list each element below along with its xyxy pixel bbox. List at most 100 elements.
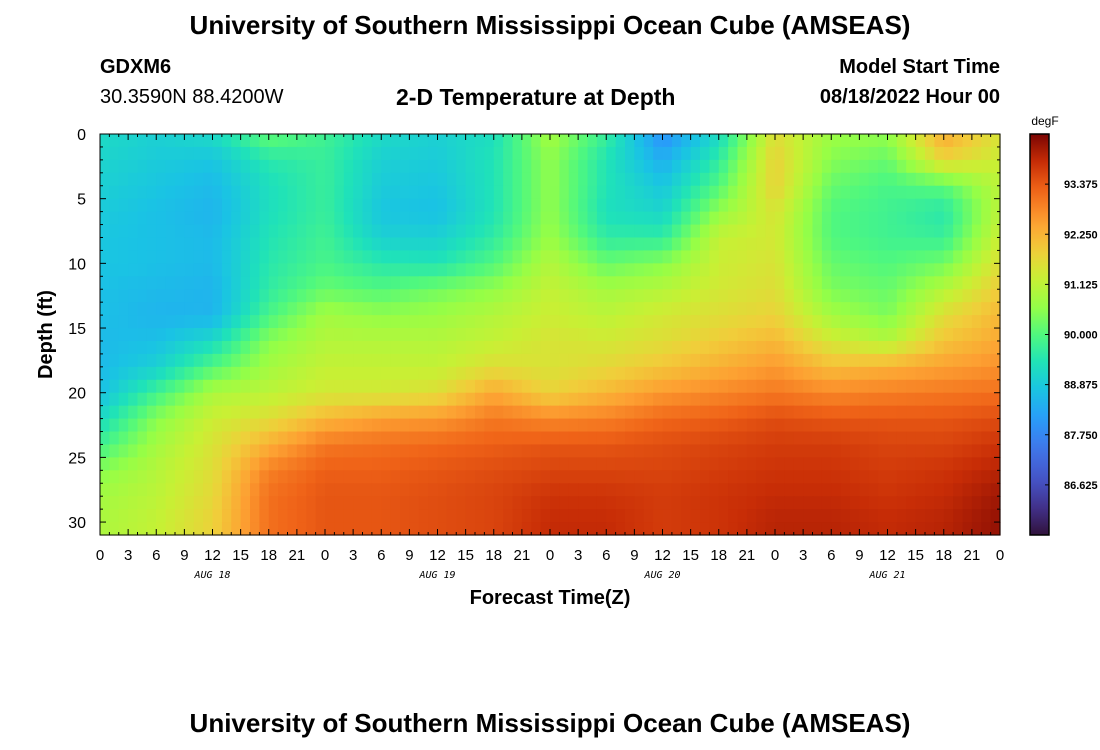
heatmap-cell	[990, 444, 1001, 458]
heatmap-cell	[793, 172, 804, 187]
heatmap-cell	[100, 134, 110, 148]
heatmap-cell	[390, 276, 401, 290]
heatmap-cell	[371, 509, 382, 523]
heatmap-cell	[465, 289, 476, 303]
heatmap-cell	[615, 444, 626, 458]
heatmap-cell	[831, 172, 842, 187]
heatmap-cell	[409, 224, 420, 239]
heatmap-cell	[175, 263, 185, 277]
heatmap-cell	[568, 211, 579, 226]
heatmap-cell	[465, 457, 476, 471]
x-tick-labels: 0 3 6 9 12 15 18 21 0 3 6 9 12 15 18 21 0 3 6 9 12 15 18 21 0 3 6 9…	[96, 547, 1004, 564]
heatmap-cell	[831, 405, 842, 420]
heatmap-cell	[221, 134, 232, 148]
heatmap-cell	[831, 483, 842, 497]
heatmap-cell	[784, 250, 795, 264]
heatmap-cell	[653, 418, 664, 433]
heatmap-cell	[456, 379, 467, 394]
heatmap-cell	[137, 418, 148, 433]
heatmap-cell	[221, 444, 232, 458]
heatmap-cell	[737, 146, 748, 161]
heatmap-cell	[756, 522, 767, 536]
heatmap-cell	[784, 211, 795, 226]
heatmap-cell	[400, 418, 410, 433]
heatmap-cell	[793, 418, 804, 433]
heatmap-cell	[325, 418, 335, 433]
x-tick-label: 12	[654, 547, 671, 564]
heatmap-cell	[784, 134, 795, 148]
heatmap-cell	[362, 315, 373, 329]
heatmap-cell	[146, 470, 157, 484]
heatmap-cell	[259, 172, 270, 187]
heatmap-cell	[634, 237, 645, 252]
heatmap-cell	[859, 159, 870, 174]
heatmap-cell	[521, 237, 532, 252]
heatmap-cell	[334, 431, 345, 446]
heatmap-cell	[418, 172, 429, 187]
heatmap-cell	[643, 237, 654, 252]
heatmap-cell	[718, 276, 729, 290]
heatmap-cell	[343, 315, 354, 329]
heatmap-cell	[118, 237, 129, 252]
heatmap-cell	[625, 379, 635, 394]
heatmap-cell	[606, 289, 617, 303]
heatmap-cell	[718, 198, 729, 213]
heatmap-cell	[203, 263, 214, 277]
heatmap-cell	[587, 392, 598, 407]
heatmap-cell	[878, 159, 889, 174]
heatmap-cell	[193, 328, 204, 342]
heatmap-cell	[915, 457, 926, 471]
heatmap-cell	[878, 263, 889, 277]
heatmap-cell	[671, 172, 682, 187]
heatmap-cell	[371, 418, 382, 433]
heatmap-cell	[728, 146, 739, 161]
heatmap-cell	[662, 444, 673, 458]
heatmap-cell	[662, 185, 673, 200]
heatmap-cell	[625, 159, 635, 174]
heatmap-cell	[203, 483, 214, 497]
x-tick-label: 3	[574, 547, 582, 564]
heatmap-cell	[203, 250, 214, 264]
heatmap-cell	[718, 379, 729, 394]
heatmap-cell	[737, 457, 748, 471]
heatmap-cell	[381, 405, 392, 420]
heatmap-cell	[362, 172, 373, 187]
heatmap-cell	[709, 250, 720, 264]
heatmap-cell	[203, 340, 214, 355]
heatmap-cell	[868, 483, 879, 497]
heatmap-cell	[925, 198, 935, 213]
heatmap-cell	[634, 353, 645, 368]
heatmap-cell	[128, 340, 139, 355]
heatmap-cell	[737, 328, 748, 342]
heatmap-cell	[925, 289, 935, 303]
heatmap-cell	[878, 522, 889, 536]
heatmap-cell	[109, 289, 120, 303]
heatmap-cell	[821, 379, 832, 394]
heatmap-cell	[840, 328, 851, 342]
heatmap-cell	[559, 483, 570, 497]
heatmap-cell	[587, 340, 598, 355]
heatmap-cell	[184, 405, 195, 420]
heatmap-cell	[821, 224, 832, 239]
heatmap-cell	[221, 211, 232, 226]
heatmap-cell	[100, 328, 110, 342]
heatmap-cell	[784, 146, 795, 161]
heatmap-cell	[821, 185, 832, 200]
heatmap-cell	[634, 418, 645, 433]
heatmap-cell	[690, 237, 701, 252]
heatmap-cell	[128, 315, 139, 329]
heatmap-cell	[278, 470, 289, 484]
heatmap-cell	[521, 457, 532, 471]
heatmap-cell	[278, 418, 289, 433]
heatmap-cell	[606, 353, 617, 368]
heatmap-cell	[887, 159, 898, 174]
heatmap-cell	[212, 172, 223, 187]
heatmap-cell	[231, 340, 242, 355]
heatmap-cell	[821, 431, 832, 446]
heatmap-cell	[362, 250, 373, 264]
heatmap-cell	[990, 276, 1001, 290]
heatmap-cell	[193, 496, 204, 510]
heatmap-cell	[990, 379, 1001, 394]
heatmap-cell	[690, 405, 701, 420]
heatmap-cell	[503, 328, 514, 342]
